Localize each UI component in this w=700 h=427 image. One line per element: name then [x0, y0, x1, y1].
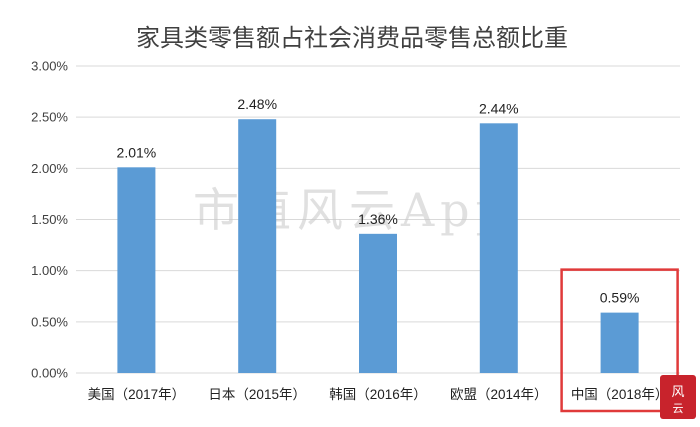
svg-text:云: 云 [673, 402, 684, 415]
data-label: 2.48% [237, 96, 277, 112]
y-axis-ticks: 0.00% 0.50% 1.00% 1.50% 2.00% 2.50% 3.00% [31, 59, 68, 381]
bar [600, 312, 639, 373]
data-label: 1.36% [358, 211, 398, 227]
chart-title: 家具类零售额占社会消费品零售总额比重 [136, 24, 568, 52]
x-tick-label: 韩国（2016年） [329, 387, 427, 402]
bar [117, 167, 156, 373]
y-tick-label: 2.50% [31, 110, 68, 125]
x-tick-label: 欧盟（2014年） [450, 387, 548, 402]
svg-text:风: 风 [671, 385, 684, 400]
data-label: 2.44% [479, 100, 519, 116]
y-tick-label: 3.00% [31, 59, 68, 74]
y-tick-label: 2.00% [31, 161, 68, 176]
bar [238, 119, 277, 373]
bar [479, 123, 518, 373]
data-label: 2.01% [117, 144, 157, 160]
x-tick-label: 日本（2015年） [208, 387, 306, 402]
y-tick-label: 1.50% [31, 212, 68, 227]
data-label: 0.59% [600, 290, 640, 306]
x-axis-categories: 美国（2017年） 日本（2015年） 韩国（2016年） 欧盟（2014年） 中国（2… [88, 387, 669, 402]
highlight-box [560, 268, 679, 413]
y-tick-label: 0.00% [31, 366, 68, 381]
bar [359, 233, 397, 373]
y-tick-label: 1.00% [31, 263, 68, 278]
y-tick-label: 0.50% [31, 314, 68, 329]
corner-stamp: 风 云 [660, 375, 696, 419]
bars [117, 119, 639, 373]
x-tick-label: 美国（2017年） [88, 387, 186, 402]
data-labels: 2.01% 2.48% 1.36% 2.44% 0.59% [117, 96, 640, 305]
x-tick-label: 中国（2018年） [571, 387, 669, 402]
